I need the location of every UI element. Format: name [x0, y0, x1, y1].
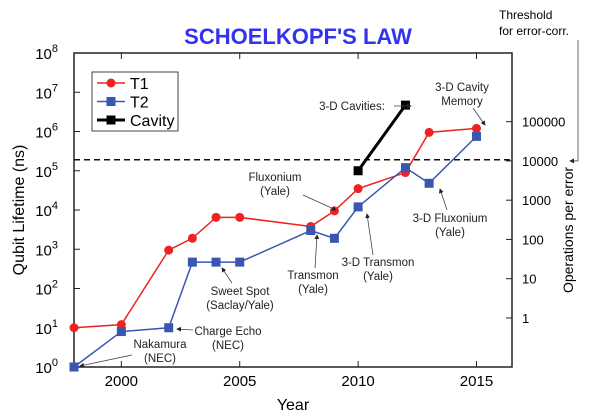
data-point-t1: [235, 212, 245, 222]
annotation-arrow-cavity-memory: [472, 107, 486, 126]
annotation-transmon-3d: (Yale): [363, 271, 393, 283]
data-point-t2: [353, 202, 363, 212]
annotation-fluxonium: (Yale): [260, 186, 290, 198]
annotation-nakamura: Nakamura: [133, 339, 187, 351]
annotation-arrow-sweet-spot: [221, 267, 233, 284]
y-tick-label: 103: [35, 239, 58, 259]
y-tick-label: 108: [35, 43, 58, 63]
data-point-t2: [116, 327, 126, 337]
data-point-t1: [471, 123, 481, 133]
data-point-t2: [164, 323, 174, 333]
data-point-cavity: [400, 100, 410, 110]
annotation-transmon-3d: 3-D Transmon: [342, 257, 415, 269]
data-point-t2: [424, 178, 434, 188]
data-point-t2: [69, 362, 79, 372]
y-tick-exponent: 2: [52, 279, 58, 291]
legend-label-t2: T2: [130, 95, 149, 112]
data-point-t2: [471, 131, 481, 141]
y-tick-exponent: 4: [52, 200, 58, 212]
annotation-cavities: 3-D Cavities:: [319, 101, 385, 113]
annotation-transmon: Transmon: [287, 270, 338, 282]
y-tick-exponent: 5: [52, 161, 58, 173]
y-tick-label: 107: [35, 82, 58, 102]
y2-tick-label: 1: [522, 311, 529, 326]
data-point-t2: [400, 163, 410, 173]
y-tick-exponent: 6: [52, 122, 58, 134]
chart-title: SCHOELKOPF'S LAW: [184, 24, 412, 49]
annotation-arrow-transmon-3d: [365, 213, 374, 256]
threshold-label-line1: Threshold: [499, 8, 552, 22]
annotation-arrow-fluxonium: [302, 194, 337, 211]
data-point-t2: [187, 257, 197, 267]
annotation-sweet-spot: (Saclay/Yale): [206, 300, 274, 312]
legend-marker: [106, 78, 116, 88]
annotation-fluxonium-3d: 3-D Fluxonium: [413, 213, 488, 225]
data-point-t1: [164, 245, 174, 255]
annotation-charge-echo: Charge Echo: [194, 326, 261, 338]
y-tick-label: 100: [35, 357, 58, 377]
data-point-t2: [211, 257, 221, 267]
data-point-t1: [69, 323, 79, 333]
y-tick-label: 102: [35, 279, 58, 299]
annotation-sweet-spot: Sweet Spot: [211, 286, 271, 298]
x-tick-label: 2000: [105, 373, 138, 390]
data-point-t1: [211, 212, 221, 222]
data-point-t2: [329, 233, 339, 243]
annotation-arrow-transmon: [314, 234, 320, 269]
annotation-arrow-fluxonium-3d: [438, 188, 448, 211]
annotation-cavity-memory: Memory: [441, 96, 483, 108]
x-tick-label: 2015: [460, 373, 493, 390]
y-tick-label: 105: [35, 161, 58, 181]
threshold-arrow: [569, 40, 579, 164]
y-tick-label: 106: [35, 122, 58, 142]
legend-marker: [106, 115, 116, 125]
y-tick-exponent: 7: [52, 82, 58, 94]
x-tick-label: 2010: [341, 373, 374, 390]
data-point-t1: [187, 233, 197, 243]
x-axis-label: Year: [277, 397, 310, 414]
annotation-charge-echo: (NEC): [212, 340, 244, 352]
y2-tick-label: 1000: [522, 193, 551, 208]
series-line-cavity: [356, 104, 407, 172]
annotation-arrow-charge-echo: [176, 326, 194, 332]
y-tick-exponent: 0: [52, 357, 58, 369]
legend-label-cavity: Cavity: [130, 113, 174, 130]
y-tick-exponent: 8: [52, 43, 58, 55]
y2-tick-label: 10: [522, 272, 536, 287]
threshold-label-line2: for error-corr.: [499, 24, 569, 38]
legend-marker: [106, 97, 116, 106]
annotation-fluxonium-3d: (Yale): [435, 227, 465, 239]
y2-tick-label: 100000: [522, 115, 565, 130]
y2-tick-label: 10000: [522, 154, 558, 169]
data-point-t2: [235, 257, 245, 267]
y-tick-exponent: 1: [52, 318, 58, 330]
series-line-t1: [73, 127, 477, 329]
y2-axis-label: Operations per error: [560, 167, 576, 293]
y2-tick-label: 100: [522, 232, 544, 247]
data-point-t1: [353, 184, 363, 194]
y-tick-label: 104: [35, 200, 58, 220]
y-axis-label: Qubit Lifetime (ns): [11, 145, 28, 276]
legend-label-t1: T1: [130, 76, 149, 93]
annotation-arrow-nakamura: [79, 354, 133, 368]
x-tick-label: 2005: [223, 373, 256, 390]
data-point-t1: [424, 127, 434, 137]
annotation-nakamura: (NEC): [144, 353, 176, 365]
data-point-t2: [306, 226, 316, 236]
annotation-fluxonium: Fluxonium: [248, 172, 301, 184]
y-tick-label: 101: [35, 318, 58, 338]
annotation-cavity-memory: 3-D Cavity: [435, 82, 489, 94]
data-point-t1: [116, 320, 126, 330]
data-point-cavity: [353, 166, 363, 176]
y-tick-exponent: 3: [52, 239, 58, 251]
annotation-transmon: (Yale): [298, 284, 328, 296]
series-line-t2: [73, 135, 478, 368]
